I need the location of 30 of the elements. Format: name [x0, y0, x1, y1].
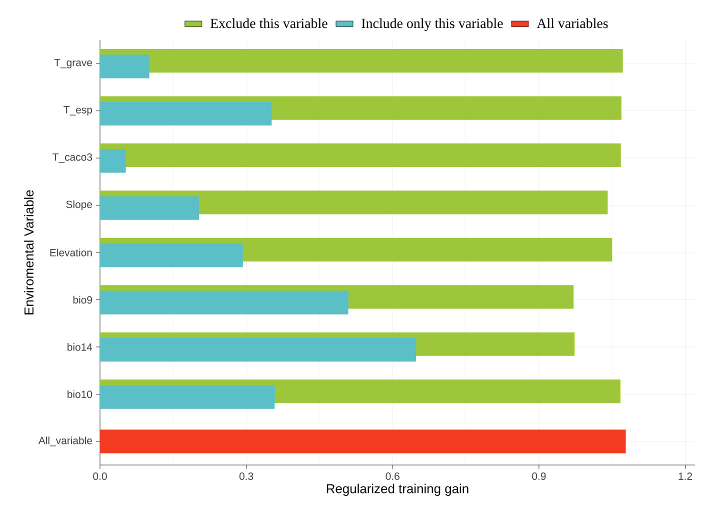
y-axis-title: Enviromental Variable: [24, 190, 34, 314]
bar: [100, 385, 275, 409]
y-tick-label: T_caco3: [52, 153, 92, 163]
legend-label: All variables: [536, 18, 608, 28]
bar: [100, 244, 243, 268]
x-tick-label: 0.6: [386, 472, 400, 480]
y-tick-label: T_esp: [64, 106, 92, 116]
bar: [100, 54, 150, 78]
x-tick-label: 0.0: [93, 472, 107, 480]
bar: [100, 149, 126, 173]
bar: [100, 338, 416, 362]
y-tick-label: Slope: [66, 200, 92, 210]
legend-label: Include only this variable: [362, 18, 503, 31]
y-tick-label: bio9: [73, 296, 92, 304]
x-tick-label: 1.2: [678, 472, 692, 480]
bar: [100, 290, 348, 314]
y-tick-label: T_grave: [54, 58, 92, 68]
x-axis-title: Regularized training gain: [326, 484, 468, 496]
y-tick-label: All_variable: [38, 436, 92, 446]
bar: [100, 430, 626, 454]
bar: [100, 143, 621, 168]
y-tick-label: bio14: [68, 343, 92, 351]
bar: [100, 196, 200, 220]
x-tick-label: 0.3: [239, 472, 254, 480]
x-tick-label: 0.9: [532, 472, 546, 480]
y-tick-label: bio10: [68, 390, 92, 398]
bar: [100, 48, 623, 73]
bar: [100, 102, 272, 126]
y-tick-label: Elevation: [50, 248, 92, 256]
legend-label: Exclude this variable: [210, 18, 328, 28]
